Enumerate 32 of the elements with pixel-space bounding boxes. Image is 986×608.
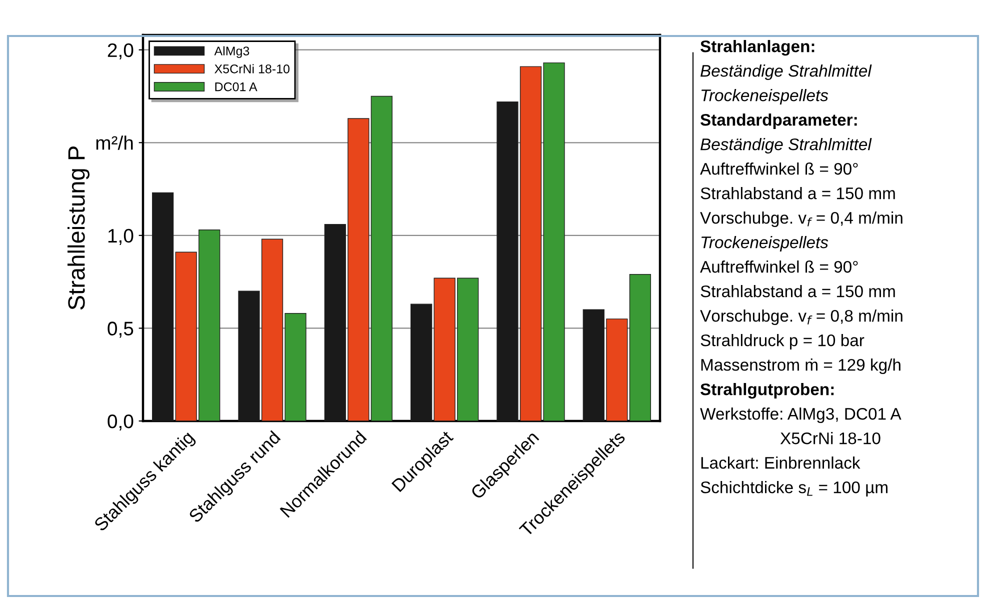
text: Beständige Strahlmittel [700, 64, 872, 80]
bar [152, 192, 174, 421]
text: Massenstrom ṁ = 129 kg/h [701, 358, 900, 374]
text: Beständige Strahlmittel [700, 138, 872, 154]
y-tick-label: 0,0 [108, 414, 134, 431]
y-tick-label: 2,0 [108, 43, 134, 60]
y-tick-label: 0,5 [108, 322, 134, 338]
text: Auftreffwinkel ß = 90° [700, 260, 858, 273]
text: Trockeneispellets [701, 236, 828, 252]
text: Werkstoffe: AlMg3, DC01 A [700, 408, 902, 424]
text: Vorschubge. v$_{f}$ = 0,8 m/min [700, 310, 902, 326]
legend-label: AlMg3 [214, 46, 250, 58]
text: X5CrNi 18-10 [780, 432, 880, 444]
legend-label: DC01 A [215, 82, 258, 92]
y-tick-label: 1,0 [108, 228, 134, 245]
text: Standardparameter: [700, 114, 857, 130]
legend-label: X5CrNi 18-10 [214, 64, 290, 74]
text: Strahlanlagen: [700, 40, 814, 56]
text: Strahlabstand a = 150 mm [700, 187, 895, 200]
text: Strahldruck p = 10 bar [700, 334, 864, 350]
bar [370, 96, 392, 421]
text: Vorschubge. v$_{f}$ = 0,4 m/min [700, 212, 902, 228]
y-axis-title: Strahlleistung P [68, 146, 90, 310]
bar [629, 274, 651, 421]
text: Strahlgutproben: [700, 383, 834, 399]
text: Trockeneispellets [701, 89, 828, 105]
text: Schichtdicke s$_{L}$ = 100 µm [700, 481, 888, 497]
bar [410, 304, 432, 421]
text: Lackart: Einbrennlack [701, 456, 860, 469]
text: Strahlabstand a = 150 mm [700, 285, 895, 298]
text: Auftreffwinkel ß = 90° [700, 162, 858, 175]
y-tick-label: m²/h [96, 136, 133, 150]
